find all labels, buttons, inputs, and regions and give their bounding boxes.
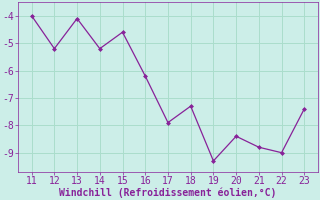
X-axis label: Windchill (Refroidissement éolien,°C): Windchill (Refroidissement éolien,°C) [59, 187, 277, 198]
